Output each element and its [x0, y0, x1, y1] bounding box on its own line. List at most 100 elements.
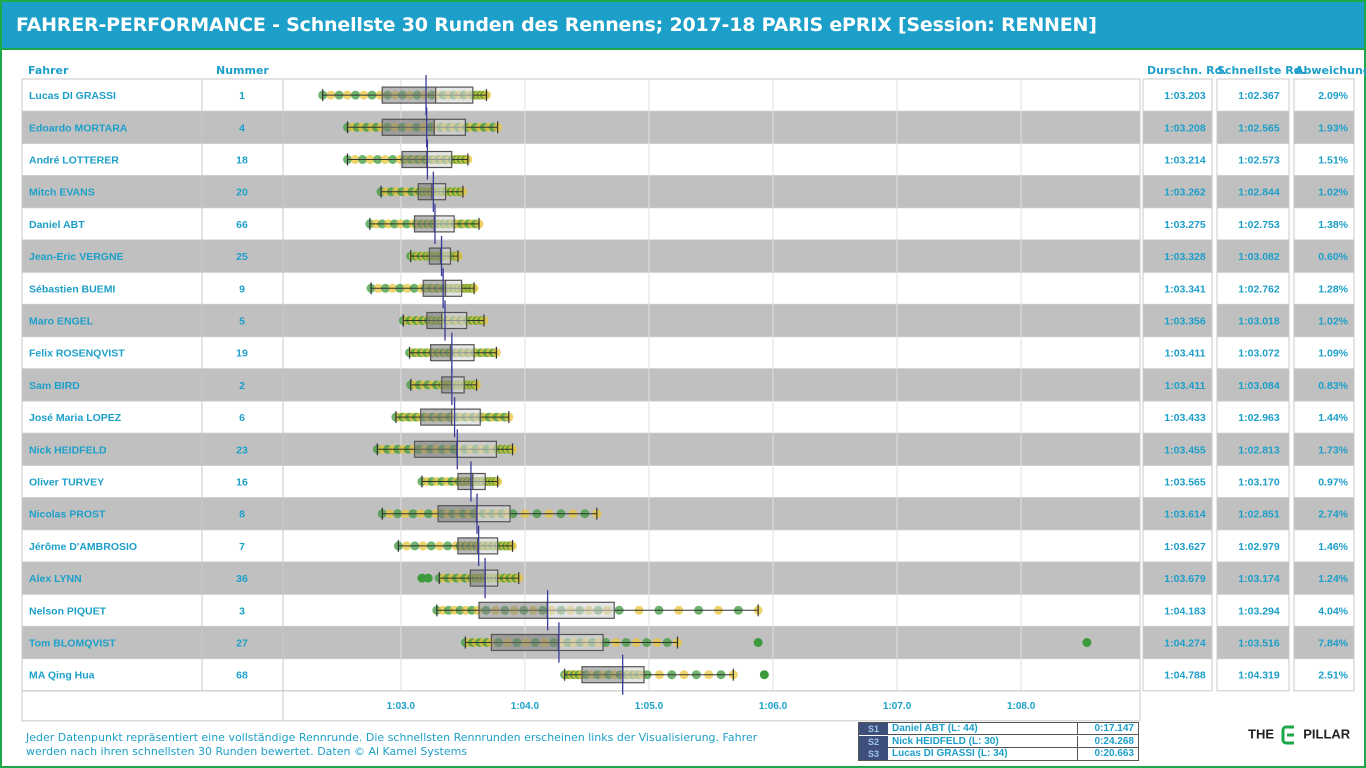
best-cell-bg [1217, 240, 1289, 273]
driver-name: Mitch EVANS [29, 187, 95, 199]
avg-cell-bg [1143, 401, 1212, 434]
driver-name: Jérôme D'AMBROSIO [29, 541, 137, 553]
box-upper-half [431, 183, 447, 201]
driver-name: Nelson PIQUET [29, 605, 107, 617]
deviation-value: 1.02% [1318, 187, 1348, 199]
box-lower-half [581, 666, 624, 684]
stat-column-border [1293, 78, 1355, 692]
avg-lap-value: 1:03.411 [1165, 380, 1206, 392]
box-lower-half [478, 601, 548, 619]
driver-number: 25 [236, 251, 248, 263]
row-background [22, 143, 1140, 176]
best-lap-value: 1:02.367 [1238, 90, 1280, 102]
logo-text-left: THE [1248, 726, 1274, 742]
x-tick-label: 1:03.0 [387, 701, 416, 712]
driver-number: 2 [239, 380, 245, 392]
driver-name: Tom BLOMQVIST [29, 638, 116, 650]
best-lap-value: 1:03.018 [1238, 316, 1280, 328]
page-title: FAHRER-PERFORMANCE - Schnellste 30 Runde… [16, 14, 1097, 36]
dev-cell-bg [1294, 207, 1354, 240]
box-upper-half [451, 408, 481, 426]
dev-cell-bg [1294, 240, 1354, 273]
best-cell-bg [1217, 433, 1289, 466]
avg-cell-bg [1143, 433, 1212, 466]
box-lower-half [441, 376, 453, 394]
outlier-point [753, 638, 763, 647]
col-header-avg: Durschn. Rd. [1147, 64, 1227, 77]
dev-cell-bg [1294, 626, 1354, 659]
box-lower-half [428, 247, 442, 265]
sector-best-legend: S1 Daniel ABT (L: 44) 0:17.147 S2 Nick H… [858, 722, 1139, 761]
deviation-value: 1.44% [1318, 412, 1348, 424]
driver-name: MA Qing Hua [29, 670, 95, 682]
driver-name: Oliver TURVEY [29, 477, 104, 489]
dev-cell-bg [1294, 401, 1354, 434]
deviation-value: 7.84% [1318, 638, 1348, 650]
box-upper-half [477, 537, 499, 555]
best-lap-value: 1:02.851 [1238, 509, 1280, 521]
deviation-value: 2.51% [1318, 670, 1348, 682]
box-upper-half [472, 472, 486, 491]
driver-name: Daniel ABT [29, 219, 85, 231]
deviation-value: 1.46% [1318, 541, 1348, 553]
best-cell-bg [1217, 368, 1289, 401]
avg-lap-value: 1:03.455 [1164, 444, 1206, 456]
best-lap-value: 1:03.294 [1238, 605, 1280, 617]
driver-name: Jean-Eric VERGNE [29, 251, 124, 263]
row-background [22, 368, 1140, 401]
row-background [22, 207, 1140, 240]
best-cell-bg [1217, 272, 1289, 305]
box-lower-half [437, 505, 478, 523]
driver-number: 8 [239, 509, 245, 521]
box-lower-half [469, 569, 486, 587]
dev-cell-bg [1294, 175, 1354, 208]
best-lap-value: 1:02.762 [1238, 283, 1280, 295]
deviation-value: 0.83% [1318, 380, 1348, 392]
driver-name: Nick HEIDFELD [29, 444, 107, 456]
best-lap-value: 1:02.813 [1238, 444, 1280, 456]
box-upper-half [456, 440, 497, 458]
driver-number: 20 [236, 187, 248, 199]
deviation-value: 1.09% [1318, 348, 1348, 360]
avg-lap-value: 1:04.788 [1164, 670, 1206, 682]
box-upper-half [444, 279, 463, 297]
avg-cell-bg [1143, 368, 1212, 401]
driver-name: Sam BIRD [29, 380, 80, 392]
box-upper-half [475, 505, 511, 523]
x-tick-label: 1:08.0 [1007, 701, 1036, 712]
driver-number: 23 [236, 444, 248, 456]
the-e-pillar-logo: THE PILLAR [1248, 725, 1350, 745]
box-upper-half [557, 633, 604, 652]
avg-lap-value: 1:03.679 [1164, 573, 1206, 585]
avg-lap-value: 1:03.356 [1164, 316, 1206, 328]
title-underline [2, 48, 1364, 50]
outlier-point [423, 573, 433, 583]
avg-lap-value: 1:03.328 [1164, 251, 1206, 263]
best-lap-value: 1:04.319 [1238, 670, 1280, 682]
box-lower-half [422, 279, 447, 297]
avg-lap-value: 1:03.262 [1164, 187, 1206, 199]
avg-lap-value: 1:03.614 [1164, 509, 1206, 521]
sector-tag: S2 [859, 735, 888, 748]
box-upper-half [441, 311, 468, 330]
deviation-value: 0.60% [1318, 251, 1348, 263]
avg-lap-value: 1:03.411 [1165, 348, 1206, 360]
sector-tag: S3 [859, 748, 888, 761]
dev-cell-bg [1294, 562, 1354, 595]
driver-number: 3 [239, 605, 245, 617]
dev-cell-bg [1294, 368, 1354, 401]
sector-time: 0:17.147 [1077, 723, 1137, 735]
avg-lap-value: 1:03.433 [1164, 412, 1206, 424]
deviation-value: 1.28% [1318, 283, 1348, 295]
avg-cell-bg [1143, 272, 1212, 305]
driver-number: 5 [239, 316, 245, 328]
sector-driver: Nick HEIDFELD (L: 30) [892, 735, 999, 747]
driver-number: 66 [236, 219, 248, 231]
best-lap-value: 1:02.844 [1238, 187, 1280, 199]
deviation-value: 2.74% [1318, 509, 1348, 521]
best-cell-bg [1217, 304, 1289, 337]
col-header-dev: Abweichung [1295, 64, 1366, 77]
driver-number: 36 [236, 573, 248, 585]
avg-cell-bg [1143, 336, 1212, 369]
